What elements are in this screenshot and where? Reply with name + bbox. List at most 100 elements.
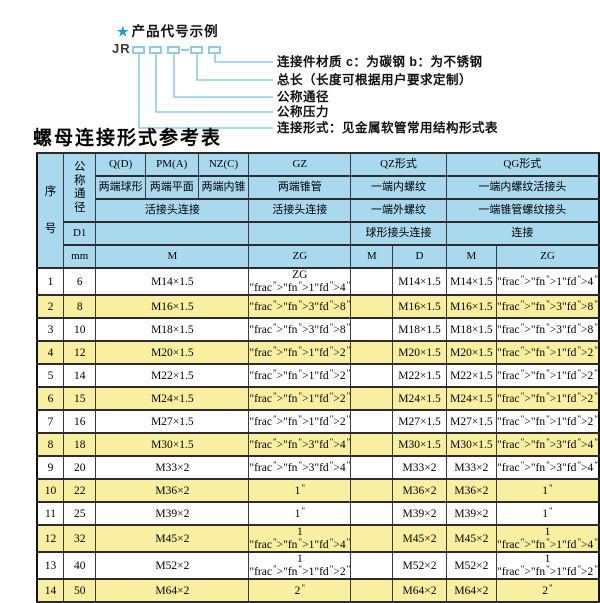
table-cell: ZG "frac">"fn">1"fd">4" <box>248 266 352 297</box>
table-cell: M18×1.5 <box>392 317 447 343</box>
table-cell: 8 <box>36 432 65 458</box>
header-row: mm M ZG M D M ZG <box>37 244 600 269</box>
header-cell: NZ(C) <box>197 152 250 177</box>
table-cell: M45×2 <box>95 524 250 554</box>
table-cell: 12 <box>63 340 97 366</box>
table-cell: "frac">"fn">1"fd">2" <box>496 363 600 389</box>
table-row: 1 6 M14×1.5 ZG "frac">"fn">1"fd">4" M14×1.5 M… <box>36 266 600 297</box>
table-cell: 10 <box>63 317 97 343</box>
table-cell: 5 <box>36 363 65 389</box>
diagram-label-pressure: 公称压力 <box>277 105 330 119</box>
diagram-label-diameter: 公称通径 <box>277 90 330 104</box>
table-cell: "frac">"fn">3"fd">8" <box>248 294 352 320</box>
table-row: 11 25 M39×2 1" M39×2 M39×2 1" <box>36 501 600 527</box>
table-cell: 2" <box>248 578 352 603</box>
table-row: 9 20 M33×2 "frac">"fn">3"fd">4" M33×2 M33×2 "f… <box>36 455 600 481</box>
table-cell: M18×1.5 <box>95 317 250 343</box>
table-cell <box>350 551 394 581</box>
table-cell: M52×2 <box>95 551 250 581</box>
table-row: 7 16 M27×1.5 "frac">"fn">1"fd">2" M27×1.5 M27… <box>36 409 600 435</box>
header-cell: M <box>95 244 250 269</box>
table-cell: "frac">"fn">1"fd">2" <box>248 386 352 412</box>
table-cell: 1 "frac">"fn">1"fd">2" <box>248 551 352 581</box>
table-cell: 15 <box>63 386 97 412</box>
table-cell: 13 <box>36 551 65 581</box>
table-cell: M27×1.5 <box>392 409 447 435</box>
table-cell: 8 <box>63 294 97 320</box>
table-cell: "frac">"fn">1"fd">2" <box>248 363 352 389</box>
diagram-heading-text: 产品代号示例 <box>131 24 219 39</box>
table-cell: "frac">"fn">3"fd">8" <box>248 317 352 343</box>
table-cell: M52×2 <box>445 551 498 581</box>
table-cell: "frac">"fn">3"fd">4" <box>496 432 600 458</box>
table-cell: M36×2 <box>445 478 498 504</box>
header-cell <box>248 221 352 246</box>
header-row: 序号公称通径 Q(D) PM(A) NZ(C) GZ QZ形式 QG形式 <box>36 152 600 269</box>
header-cell: 球形接头连接 <box>350 221 447 246</box>
table-cell: M24×1.5 <box>95 386 250 412</box>
header-cell: 序号 <box>36 152 65 269</box>
table-cell: M14×1.5 <box>445 266 498 297</box>
header-cell: QZ形式 <box>350 152 447 177</box>
code-box-1 <box>132 46 145 54</box>
table-cell: 3 <box>36 317 65 343</box>
table-cell <box>350 578 394 603</box>
diagram-label-connection: 连接形式：见金属软管常用结构形式表 <box>277 121 499 135</box>
table-row: 2 8 M16×1.5 "frac">"fn">3"fd">8" M16×1.5 M16×… <box>36 294 600 320</box>
table-cell: 1 "frac">"fn">1"fd">4" <box>496 524 600 554</box>
code-dash <box>181 49 189 51</box>
table-cell: M22×1.5 <box>392 363 447 389</box>
table-cell: "frac">"fn">1"fd">2" <box>248 340 352 366</box>
table-cell: 4 <box>36 340 65 366</box>
table-cell: M27×1.5 <box>445 409 498 435</box>
header-cell: 两端平面 <box>144 175 199 200</box>
table-cell: "frac">"fn">3"fd">4" <box>496 455 600 481</box>
header-cell: M <box>445 244 498 269</box>
header-cell: ZG <box>496 244 600 269</box>
table-cell: 1" <box>496 501 600 527</box>
table-row: 6 15 M24×1.5 "frac">"fn">1"fd">2" M24×1.5 M24… <box>36 386 600 412</box>
header-row: 两端球形 两端平面 两端内锥 两端锥管 一端内螺纹 一端内螺纹活接头 <box>37 175 600 200</box>
table-cell: M30×1.5 <box>445 432 498 458</box>
connector-lines <box>138 54 273 129</box>
product-code-prefix: JR <box>112 41 131 56</box>
header-cell: 一端锥管螺纹接头 <box>445 198 600 223</box>
table-header: 序号公称通径 Q(D) PM(A) NZ(C) GZ QZ形式 QG形式 两端球形 两端平面 两端… <box>36 152 600 269</box>
table-cell: "frac">"fn">3"fd">4" <box>248 455 352 481</box>
catalog-page: ★ 产品代号示例 JR 连接件材质 c：为碳钢 b：为不锈钢 总长（长度可根据用户… <box>33 20 600 603</box>
table-cell <box>350 317 394 343</box>
header-cell: 活接头连接 <box>95 198 250 223</box>
diagram-label-length: 总长（长度可根据用户要求定制） <box>277 73 473 87</box>
header-cell: Q(D) <box>95 152 146 177</box>
diagram-heading: ★ 产品代号示例 <box>117 20 219 40</box>
header-cell: 两端球形 <box>95 175 146 200</box>
header-cell: 两端锥管 <box>248 175 352 200</box>
header-cell: GZ <box>248 152 352 177</box>
table-cell: 1" <box>496 478 600 504</box>
table-row: 12 32 M45×2 1 "frac">"fn">1"fd">4" M45×2 M45×… <box>36 524 600 554</box>
code-box-5 <box>208 46 221 54</box>
table-cell: M39×2 <box>445 501 498 527</box>
table-cell: 18 <box>63 432 97 458</box>
header-cell: PM(A) <box>144 152 199 177</box>
header-cell: QG形式 <box>445 152 600 177</box>
star-icon: ★ <box>117 24 130 39</box>
table-cell: 11 <box>36 501 65 527</box>
table-cell: M24×1.5 <box>445 386 498 412</box>
table-cell <box>350 478 394 504</box>
table-cell: M22×1.5 <box>445 363 498 389</box>
table-cell: 20 <box>63 455 97 481</box>
table-cell: "frac">"fn">1"fd">2" <box>496 386 600 412</box>
table-cell: 2" <box>496 578 600 603</box>
table-cell: M45×2 <box>392 524 447 554</box>
table-cell: 14 <box>36 578 65 603</box>
table-cell <box>350 340 394 366</box>
table-title: 螺母连接形式参考表 <box>33 127 223 149</box>
header-row: 活接头连接 活接头连接 一端外螺纹 一端锥管螺纹接头 <box>37 198 600 223</box>
table-cell: "frac">"fn">3"fd">8" <box>496 317 600 343</box>
table-cell <box>350 266 394 297</box>
table-cell: M20×1.5 <box>445 340 498 366</box>
table-cell: 10 <box>36 478 65 504</box>
table-cell: "frac">"fn">3"fd">8" <box>496 294 600 320</box>
table-cell: M27×1.5 <box>95 409 250 435</box>
